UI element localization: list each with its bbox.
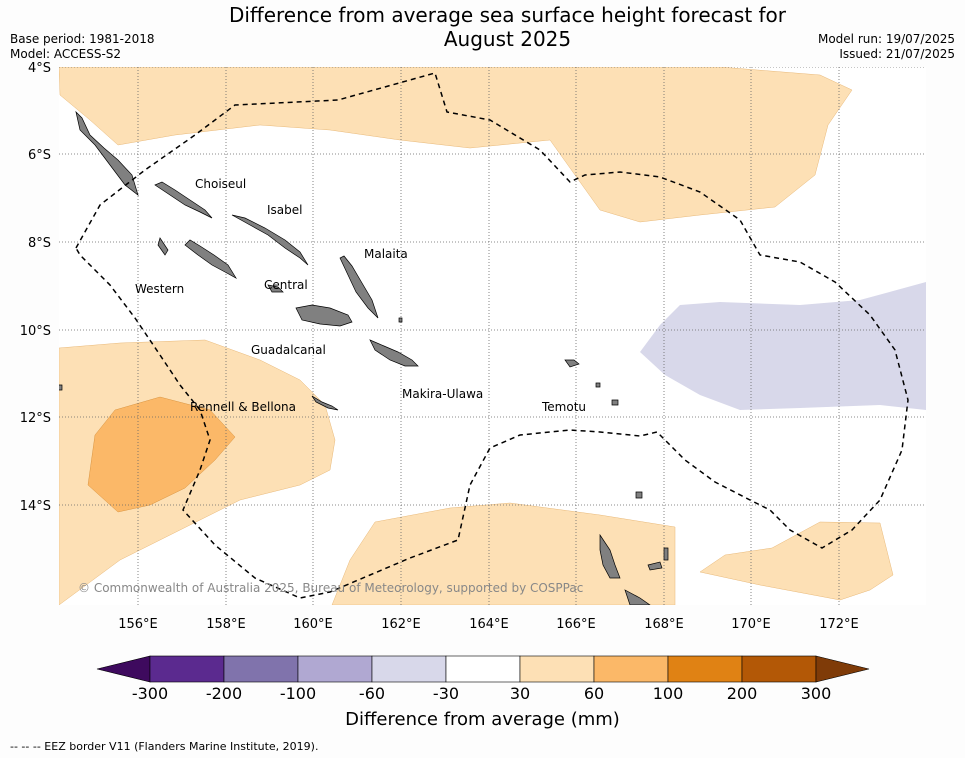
- anomaly-pos-60-100-west: [87, 396, 236, 513]
- anomaly-pos-30-60-north: [59, 67, 853, 223]
- land-masses: [59, 110, 669, 605]
- label-rennell-bellona: Rennell & Bellona: [190, 400, 296, 414]
- latitude-labels: 4°S 6°S 8°S 10°S 12°S 14°S: [20, 61, 51, 514]
- gridlines: [59, 67, 926, 605]
- lon-label: 166°E: [556, 617, 596, 632]
- issued-date: Issued: 21/07/2025: [839, 47, 955, 61]
- colorbar: [96, 655, 870, 683]
- label-temotu: Temotu: [541, 400, 586, 414]
- lat-label: 14°S: [20, 499, 51, 514]
- colorbar-tick: 300: [801, 684, 832, 700]
- anomaly-pos-30-60-southeast: [699, 521, 894, 601]
- lon-label: 170°E: [731, 617, 771, 632]
- island-temotu: [564, 359, 580, 368]
- island-isabel: [231, 214, 309, 266]
- colorbar-ticks: -300 -200 -100 -60 -30 30 60 100 200 300: [132, 684, 831, 700]
- colorbar-bin: [593, 655, 669, 683]
- colorbar-extend-low: [96, 655, 151, 683]
- island-ontong: [398, 317, 403, 323]
- colorbar-tick: -100: [280, 684, 316, 700]
- lat-label: 6°S: [28, 148, 51, 163]
- colorbar-bin: [297, 655, 373, 683]
- island-rennell: [311, 395, 339, 411]
- lat-label: 12°S: [20, 411, 51, 426]
- colorbar-tick: 60: [584, 684, 604, 700]
- colorbar-label: Difference from average (mm): [345, 709, 620, 730]
- label-choiseul: Choiseul: [195, 177, 246, 191]
- colorbar-tick: 30: [510, 684, 530, 700]
- model-name: Model: ACCESS-S2: [10, 47, 122, 61]
- colorbar-tick: -200: [206, 684, 242, 700]
- island-vanuatu-south: [624, 589, 651, 605]
- lat-label: 8°S: [28, 236, 51, 251]
- colorbar-bin: [223, 655, 299, 683]
- meta-right: Model run: 19/07/2025 Issued: 21/07/2025: [818, 32, 955, 62]
- label-isabel: Isabel: [267, 203, 302, 217]
- colorbar-bin: [519, 655, 595, 683]
- colorbar-tick: -30: [433, 684, 459, 700]
- island-bougainville: [75, 110, 139, 196]
- lon-label: 162°E: [381, 617, 421, 632]
- colorbar-bin: [371, 655, 447, 683]
- title-line-1: Difference from average sea surface heig…: [228, 3, 787, 27]
- island-banks: [635, 491, 643, 499]
- colorbar-tick: 100: [653, 684, 684, 700]
- model-run: Model run: 19/07/2025: [817, 32, 955, 46]
- anomaly-pos-30-60-south: [331, 502, 676, 605]
- copyright-notice: © Commonwealth of Australia 2025, Bureau…: [78, 581, 583, 595]
- island-torres: [663, 547, 669, 561]
- island-small-west: [59, 384, 63, 391]
- meta-left: Base period: 1981-2018 Model: ACCESS-S2: [10, 32, 155, 62]
- lon-label: 160°E: [293, 617, 333, 632]
- lon-label: 172°E: [819, 617, 859, 632]
- lon-label: 158°E: [206, 617, 246, 632]
- island-vanuatu-mid: [647, 561, 663, 571]
- label-guadalcanal: Guadalcanal: [251, 343, 326, 357]
- chart-title: Difference from average sea surface heig…: [0, 3, 965, 51]
- colorbar-tick: -60: [359, 684, 385, 700]
- lat-label: 4°S: [28, 61, 51, 76]
- island-newgeorgia: [184, 239, 237, 279]
- map-figure: Choiseul Isabel Malaita Western Central …: [20, 61, 926, 700]
- longitude-labels: 156°E 158°E 160°E 162°E 164°E 166°E 168°…: [118, 617, 859, 632]
- anomaly-neg-30-60-east: [640, 282, 926, 410]
- label-central: Central: [264, 278, 308, 292]
- island-florida: [267, 284, 284, 293]
- eez-border: [75, 72, 909, 599]
- lon-label: 164°E: [469, 617, 509, 632]
- island-vanuatu-north: [599, 533, 621, 579]
- lon-label: 168°E: [644, 617, 684, 632]
- lon-label: 156°E: [118, 617, 158, 632]
- colorbar-bin: [445, 655, 521, 683]
- island-choiseul: [154, 181, 213, 219]
- island-guadalcanal: [295, 304, 353, 327]
- label-malaita: Malaita: [364, 247, 408, 261]
- island-malaita: [339, 255, 379, 319]
- island-santa-ana: [611, 399, 619, 406]
- colorbar-tick: -300: [132, 684, 168, 700]
- island-tinakula: [595, 382, 601, 388]
- eez-footnote: -- -- -- EEZ border V11 (Flanders Marine…: [10, 740, 319, 753]
- island-makira: [369, 339, 419, 367]
- colorbar-bin: [149, 655, 225, 683]
- colorbar-bin: [741, 655, 817, 683]
- island-vella: [157, 237, 169, 256]
- base-period: Base period: 1981-2018: [10, 32, 155, 46]
- lat-label: 10°S: [20, 324, 51, 339]
- label-western: Western: [135, 282, 184, 296]
- label-makira-ulawa: Makira-Ulawa: [402, 387, 483, 401]
- colorbar-bin: [667, 655, 743, 683]
- colorbar-tick: 200: [727, 684, 758, 700]
- colorbar-extend-high: [815, 655, 870, 683]
- title-line-2: August 2025: [443, 27, 572, 51]
